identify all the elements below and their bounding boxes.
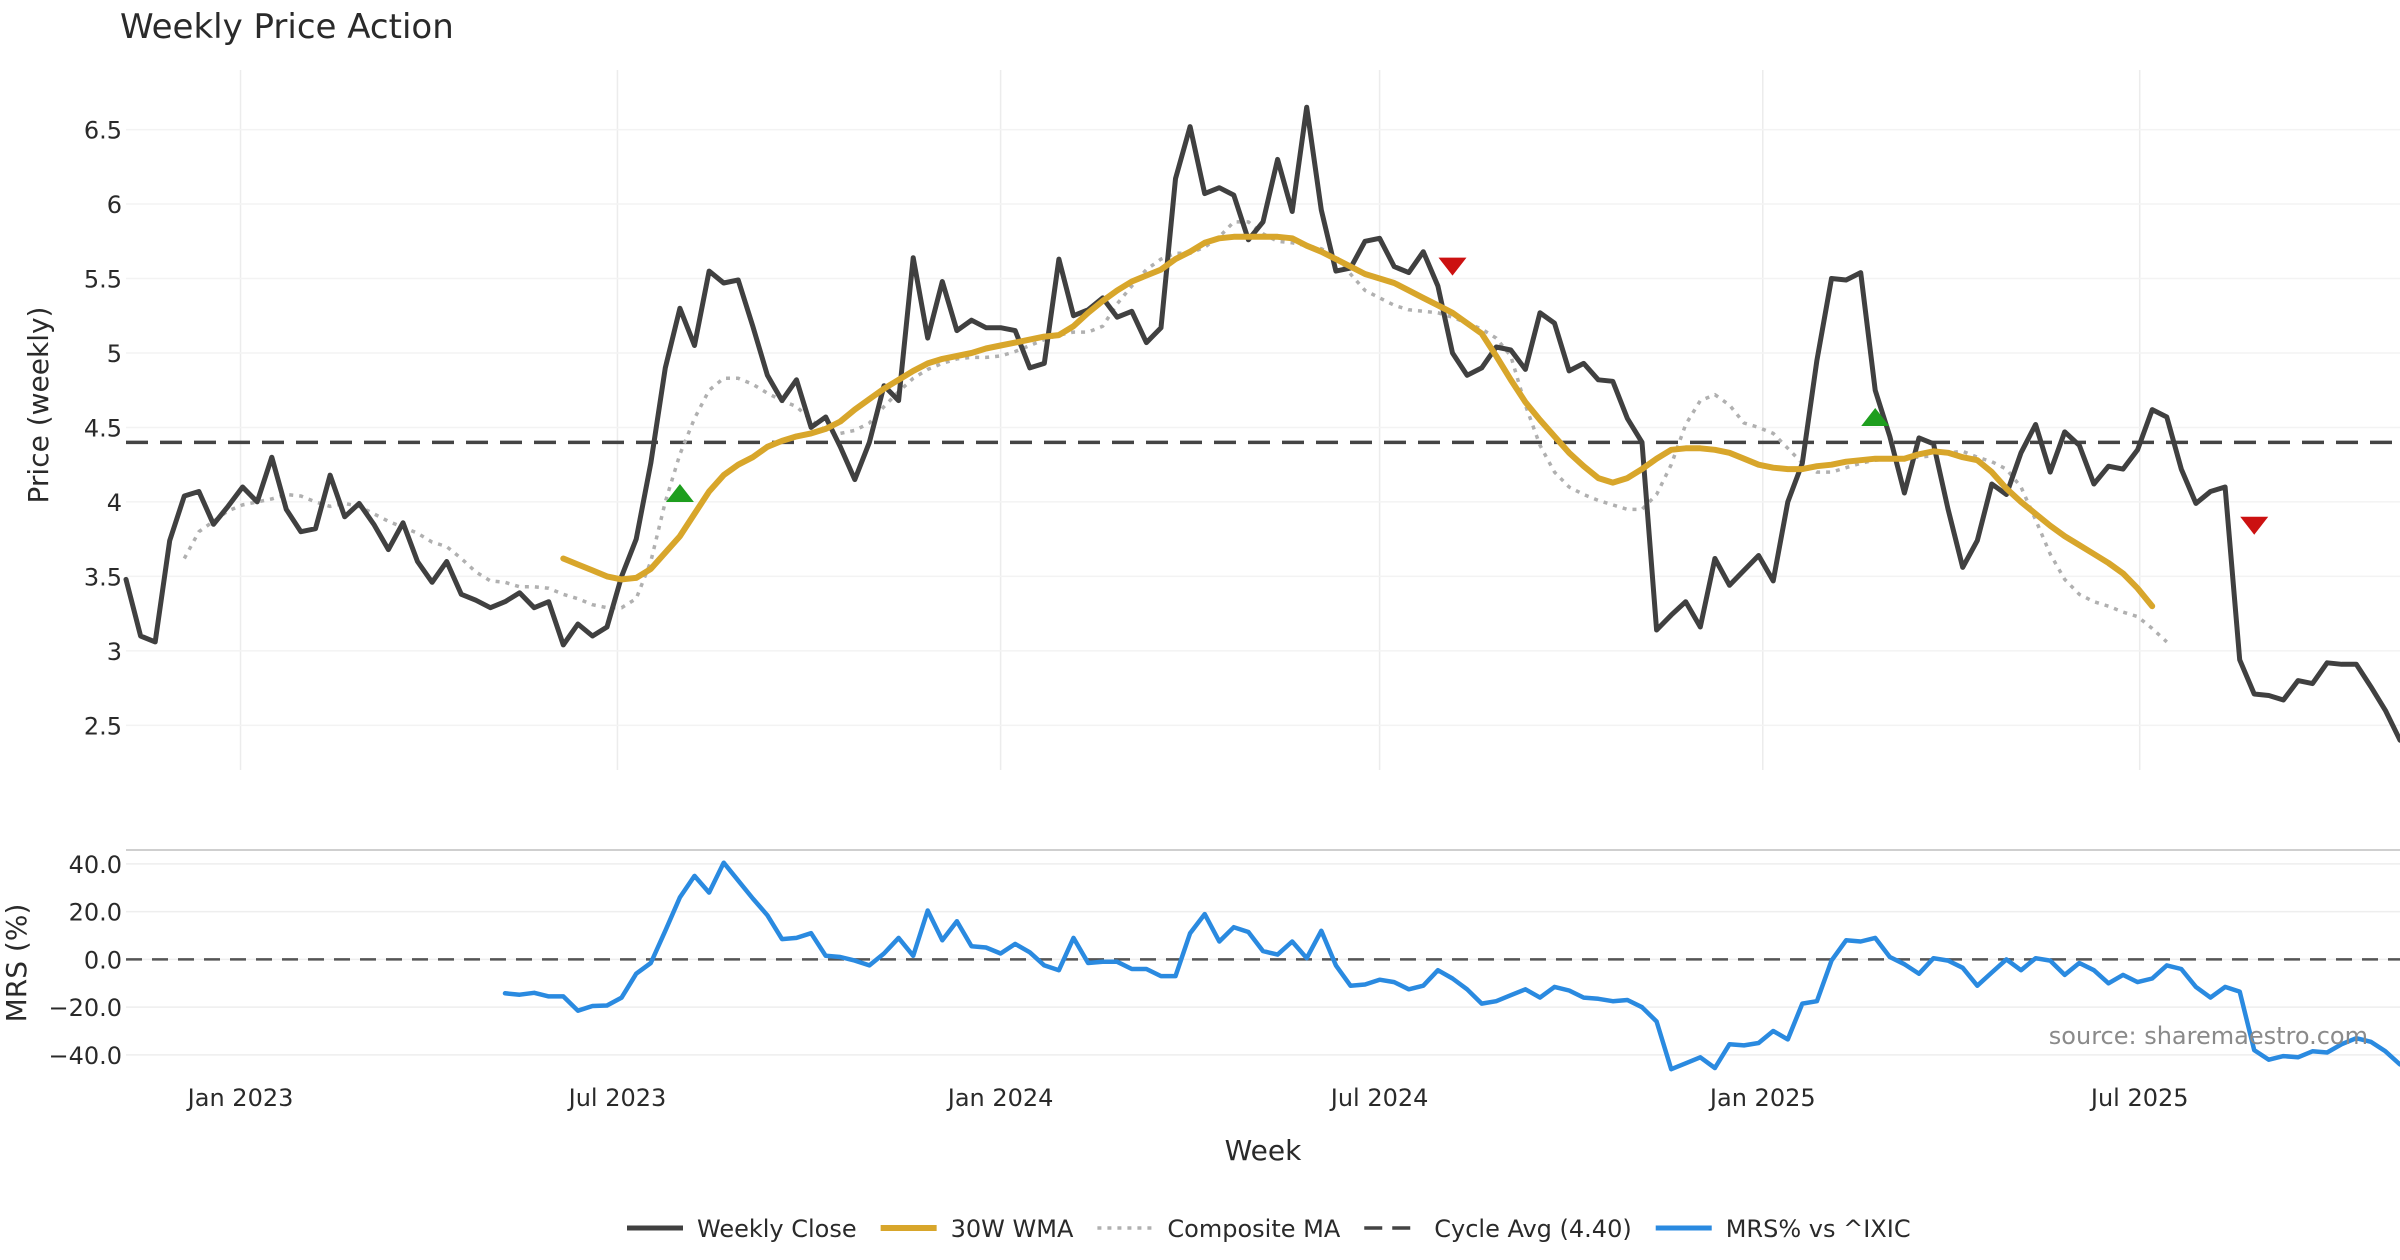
x-tick-label: Jan 2024 xyxy=(946,1084,1054,1112)
source-note: source: sharemaestro.com xyxy=(2049,1022,2368,1050)
price-panel-grid xyxy=(126,70,2400,770)
legend-label: 30W WMA xyxy=(951,1215,1074,1243)
series-line-composite-ma xyxy=(182,220,2168,644)
sell-signal-marker xyxy=(2240,516,2269,535)
mrs-y-tick-label: 40.0 xyxy=(69,851,122,879)
legend-label: Cycle Avg (4.40) xyxy=(1434,1215,1631,1243)
mrs-y-tick-label: 0.0 xyxy=(84,946,122,974)
mrs-y-ticks: 40.0 20.0 0.0 −20.0 −40.0 xyxy=(48,851,122,1070)
price-y-tick-label: 2.5 xyxy=(84,712,122,740)
legend-item: Cycle Avg (4.40) xyxy=(1364,1215,1632,1243)
mrs-y-tick-label: 20.0 xyxy=(69,899,122,927)
legend-item: Composite MA xyxy=(1097,1215,1341,1243)
price-y-tick-label: 4.5 xyxy=(84,414,122,442)
mrs-axis-label: MRS (%) xyxy=(0,904,33,1023)
series-line-weekly-close xyxy=(123,104,2400,743)
legend-label: MRS% vs ^IXIC xyxy=(1726,1215,1911,1243)
legend: Weekly Close 30W WMA Composite MA Cycle Avg… xyxy=(627,1215,1911,1243)
x-tick-label: Jul 2025 xyxy=(2089,1084,2189,1112)
mrs-y-tick-label: −20.0 xyxy=(48,994,122,1022)
legend-item: 30W WMA xyxy=(880,1215,1074,1243)
signal-markers xyxy=(665,257,2269,535)
price-y-tick-label: 3 xyxy=(107,638,122,666)
mrs-y-tick-label: −40.0 xyxy=(48,1042,122,1070)
price-axis-label: Price (weekly) xyxy=(22,307,55,504)
x-tick-label: Jul 2024 xyxy=(1329,1084,1429,1112)
price-y-ticks: 2.5 3 3.5 4 4.5 5 5.5 6 6.5 xyxy=(84,117,122,741)
series-line-30w-wma xyxy=(560,233,2156,610)
buy-signal-marker xyxy=(665,483,694,502)
x-ticks: Jan 2023 Jul 2023 Jan 2024 Jul 2024 Jan 2025… xyxy=(186,1084,2189,1112)
price-series xyxy=(123,104,2400,743)
price-y-tick-label: 6.5 xyxy=(84,117,122,145)
series-line-mrs-vs-ixic xyxy=(502,860,2400,1072)
price-y-tick-label: 6 xyxy=(107,191,122,219)
legend-label: Weekly Close xyxy=(697,1215,857,1243)
mrs-series xyxy=(126,860,2400,1072)
buy-signal-marker xyxy=(1861,408,1890,427)
price-y-tick-label: 5.5 xyxy=(84,266,122,294)
price-y-tick-label: 4 xyxy=(107,489,122,517)
price-y-tick-label: 5 xyxy=(107,340,122,368)
x-tick-label: Jan 2025 xyxy=(1708,1084,1816,1112)
x-tick-label: Jan 2023 xyxy=(186,1084,294,1112)
x-tick-label: Jul 2023 xyxy=(567,1084,667,1112)
legend-item: Weekly Close xyxy=(627,1215,857,1243)
x-axis-label: Week xyxy=(1225,1134,1302,1167)
legend-item: MRS% vs ^IXIC xyxy=(1655,1215,1911,1243)
chart-title: Weekly Price Action xyxy=(120,7,454,47)
legend-label: Composite MA xyxy=(1167,1215,1340,1243)
price-y-tick-label: 3.5 xyxy=(84,563,122,591)
sell-signal-marker xyxy=(1438,257,1467,276)
